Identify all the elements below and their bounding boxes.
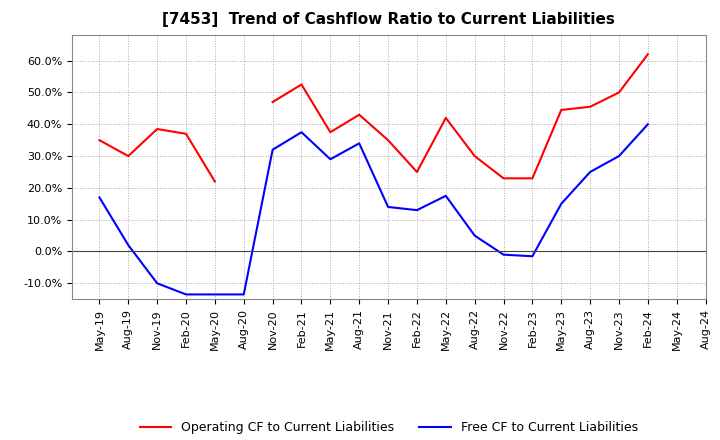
Free CF to Current Liabilities	[240, 292, 248, 297]
Legend: Operating CF to Current Liabilities, Free CF to Current Liabilities: Operating CF to Current Liabilities, Fre…	[135, 416, 643, 439]
Free CF to Current Liabilities	[95, 195, 104, 200]
Operating CF to Current Liabilities	[470, 154, 479, 159]
Free CF to Current Liabilities	[528, 253, 536, 259]
Free CF to Current Liabilities	[124, 242, 132, 248]
Operating CF to Current Liabilities	[499, 176, 508, 181]
Free CF to Current Liabilities	[210, 292, 219, 297]
Title: [7453]  Trend of Cashflow Ratio to Current Liabilities: [7453] Trend of Cashflow Ratio to Curren…	[163, 12, 615, 27]
Free CF to Current Liabilities	[384, 204, 392, 209]
Free CF to Current Liabilities	[499, 252, 508, 257]
Operating CF to Current Liabilities	[124, 154, 132, 159]
Free CF to Current Liabilities	[615, 154, 624, 159]
Free CF to Current Liabilities	[586, 169, 595, 175]
Operating CF to Current Liabilities	[269, 99, 277, 105]
Operating CF to Current Liabilities	[326, 129, 335, 135]
Free CF to Current Liabilities	[355, 141, 364, 146]
Operating CF to Current Liabilities	[95, 138, 104, 143]
Operating CF to Current Liabilities	[557, 107, 566, 113]
Free CF to Current Liabilities	[153, 281, 161, 286]
Free CF to Current Liabilities	[413, 208, 421, 213]
Operating CF to Current Liabilities	[644, 51, 652, 57]
Free CF to Current Liabilities	[644, 121, 652, 127]
Line: Operating CF to Current Liabilities: Operating CF to Current Liabilities	[99, 54, 648, 182]
Operating CF to Current Liabilities	[413, 169, 421, 175]
Operating CF to Current Liabilities	[210, 179, 219, 184]
Free CF to Current Liabilities	[557, 201, 566, 206]
Operating CF to Current Liabilities	[528, 176, 536, 181]
Line: Free CF to Current Liabilities: Free CF to Current Liabilities	[99, 124, 648, 294]
Free CF to Current Liabilities	[269, 147, 277, 152]
Operating CF to Current Liabilities	[441, 115, 450, 121]
Free CF to Current Liabilities	[297, 129, 306, 135]
Free CF to Current Liabilities	[441, 193, 450, 198]
Operating CF to Current Liabilities	[586, 104, 595, 110]
Free CF to Current Liabilities	[181, 292, 190, 297]
Operating CF to Current Liabilities	[181, 131, 190, 136]
Free CF to Current Liabilities	[470, 233, 479, 238]
Free CF to Current Liabilities	[326, 157, 335, 162]
Operating CF to Current Liabilities	[153, 126, 161, 132]
Operating CF to Current Liabilities	[297, 82, 306, 87]
Operating CF to Current Liabilities	[355, 112, 364, 117]
Operating CF to Current Liabilities	[615, 90, 624, 95]
Operating CF to Current Liabilities	[384, 138, 392, 143]
